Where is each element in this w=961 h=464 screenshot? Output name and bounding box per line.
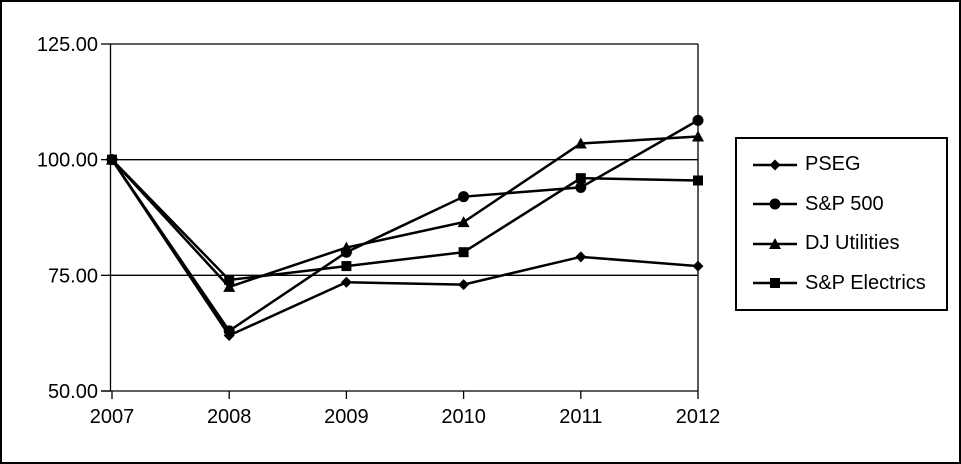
data-point-dj-utilities	[340, 241, 353, 253]
series-line-s-p-500	[110, 119, 699, 333]
data-point-s-p-electrics	[107, 154, 117, 165]
y-axis-tick-label: 50.00	[48, 381, 98, 403]
circle-marker-icon	[753, 198, 797, 210]
x-axis-tick-label: 2012	[676, 406, 721, 428]
legend-label: DJ Utilities	[805, 232, 900, 255]
legend-label: S&P 500	[805, 192, 884, 215]
legend-item-sp500: S&P 500	[752, 193, 942, 216]
square-marker-icon	[753, 278, 797, 289]
y-axis-tick-label: 100.00	[37, 150, 98, 172]
x-axis-tick-label: 2008	[207, 406, 252, 428]
y-axis-tick-label: 125.00	[37, 34, 98, 56]
legend-item-sp-electrics: S&P Electrics	[752, 272, 942, 295]
triangle-marker-icon	[753, 237, 797, 249]
data-point-s-p-electrics	[341, 261, 352, 272]
series-line-dj-utilities	[111, 135, 699, 289]
legend: PSEG S&P 500 DJ Utilities S&P Electrics	[735, 137, 948, 311]
x-axis-tick-label: 2011	[559, 406, 602, 428]
legend-label: PSEG	[805, 153, 861, 176]
x-axis-tick-label: 2007	[90, 406, 135, 428]
data-point-s-p-500	[223, 325, 235, 337]
data-point-pseg	[458, 279, 470, 291]
data-point-s-p-electrics	[575, 173, 586, 184]
diamond-marker-icon	[753, 159, 797, 171]
series-line-s-p-electrics	[111, 158, 699, 282]
data-point-s-p-electrics	[224, 274, 235, 285]
data-point-pseg	[340, 276, 352, 288]
data-point-dj-utilities	[457, 216, 470, 228]
y-axis-tick-label: 75.00	[48, 265, 98, 287]
data-point-dj-utilities	[223, 280, 236, 292]
data-point-pseg	[575, 251, 587, 263]
data-point-s-p-electrics	[693, 175, 703, 186]
data-point-s-p-500	[458, 191, 470, 203]
data-point-s-p-electrics	[458, 247, 469, 258]
x-axis-tick-label: 2009	[324, 406, 369, 428]
legend-item-dj-utilities: DJ Utilities	[752, 232, 942, 255]
legend-item-pseg: PSEG	[752, 153, 942, 176]
data-point-s-p-500	[692, 114, 704, 126]
data-point-s-p-500	[575, 181, 587, 193]
data-point-dj-utilities	[692, 130, 704, 142]
data-point-pseg	[692, 260, 704, 272]
legend-label: S&P Electrics	[805, 271, 926, 294]
x-axis-tick-label: 2010	[441, 406, 486, 428]
series-line-pseg	[110, 158, 699, 338]
data-point-dj-utilities	[574, 137, 587, 149]
